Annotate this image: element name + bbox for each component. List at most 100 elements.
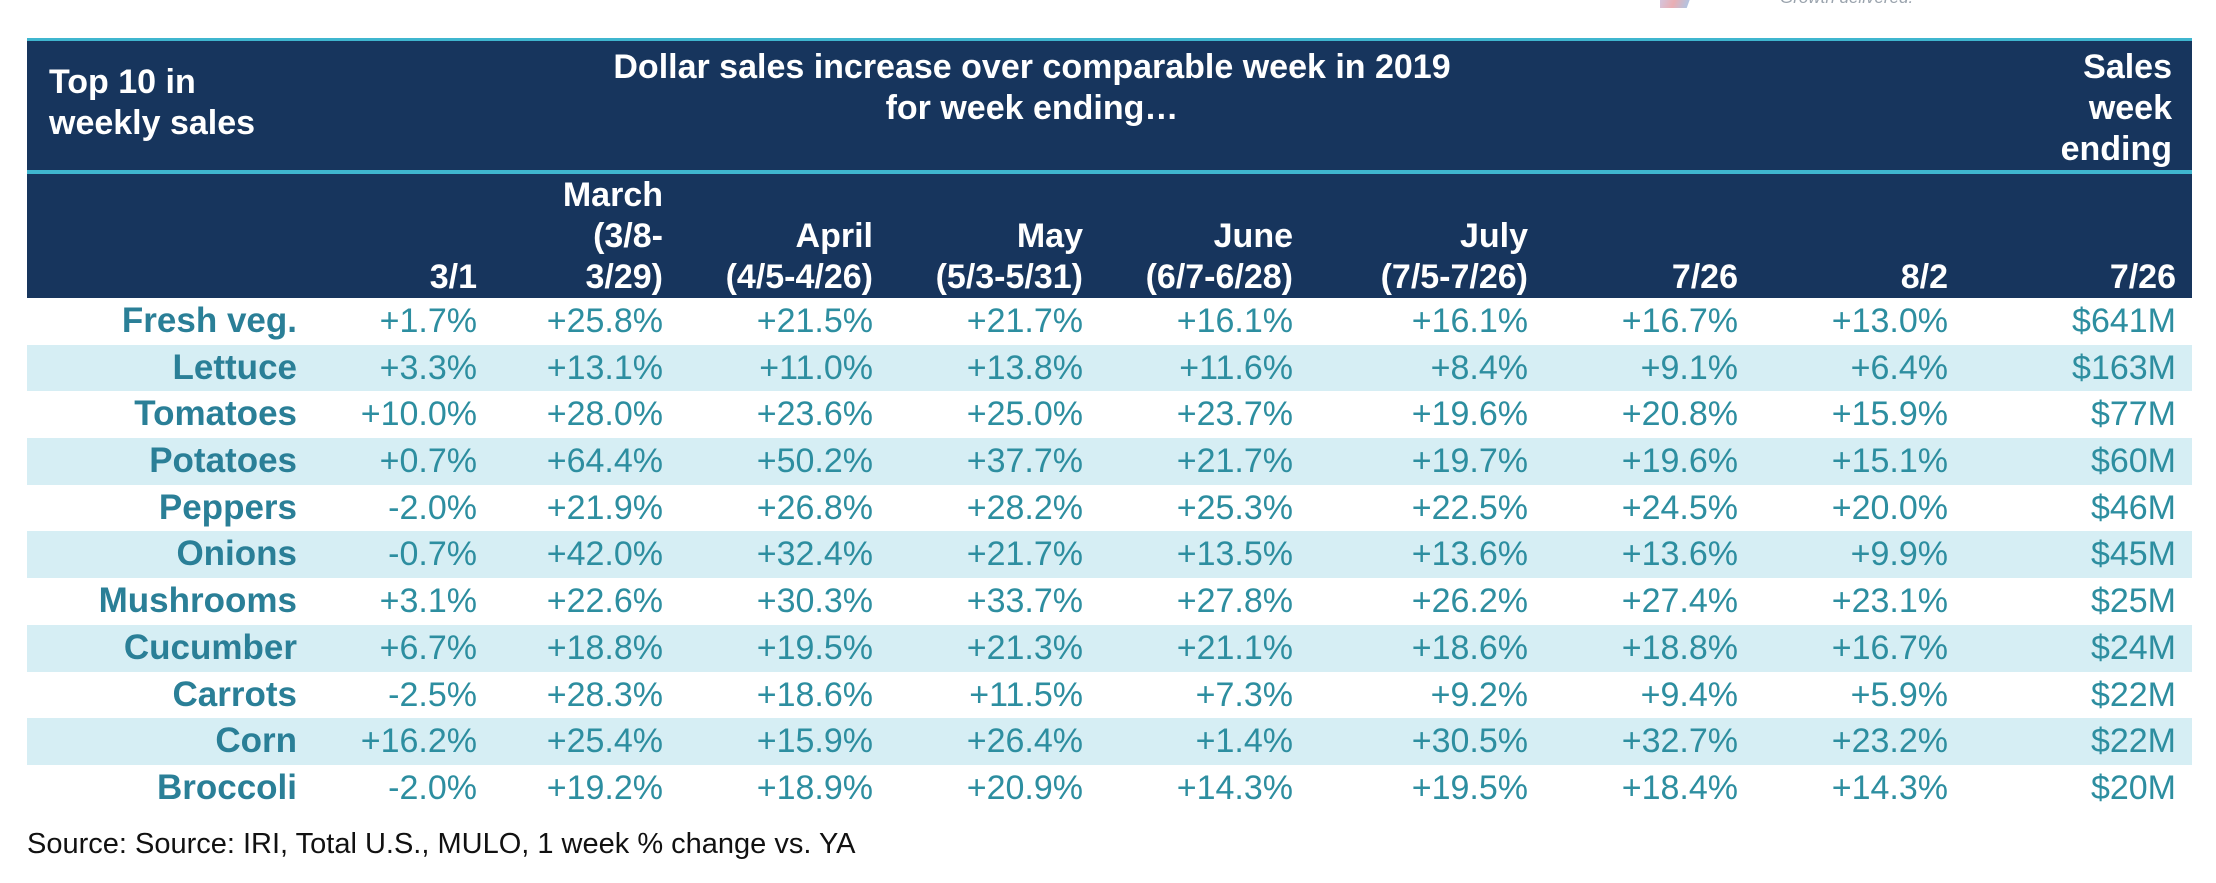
logo-tagline: Growth delivered.: [1780, 0, 1913, 8]
table-cell: +13.5%: [1176, 535, 1293, 574]
table-row: Tomatoes +10.0% +28.0% +23.6% +25.0% +23.7% +1…: [27, 391, 2192, 439]
table-cell: +1.7%: [379, 302, 477, 340]
row-label: Mushrooms: [98, 581, 297, 621]
table-cell: +24.5%: [1621, 488, 1738, 527]
table-cell: +9.9%: [1850, 535, 1948, 574]
top-rule: [27, 38, 2192, 41]
column-header-line: March: [562, 176, 663, 214]
column-header-line: (5/3-5/31): [935, 258, 1083, 296]
column-header-line: April: [795, 217, 873, 255]
header-left-line2: weekly sales: [49, 104, 256, 142]
table-cell: +3.3%: [379, 348, 477, 387]
source-note: Source: Source: IRI, Total U.S., MULO, 1…: [27, 828, 856, 860]
table-cell: +23.2%: [1831, 722, 1948, 761]
table-cell: +18.8%: [546, 628, 663, 667]
row-label: Corn: [215, 721, 297, 761]
column-header-line: 7/26: [2109, 258, 2176, 296]
column-header-line: 8/2: [1900, 258, 1948, 296]
table-cell: +11.5%: [969, 675, 1083, 714]
column-header: March (3/8- 3/29): [563, 175, 663, 298]
table-cell: +16.2%: [360, 722, 477, 761]
table-cell: +32.7%: [1621, 722, 1738, 761]
table-cell: +19.7%: [1411, 442, 1528, 481]
table-cell: +30.5%: [1411, 722, 1528, 761]
table-cell: +1.4%: [1195, 722, 1293, 761]
sales-table: Top 10 in weekly sales Dollar sales incr…: [27, 38, 2192, 812]
table-cell: +19.2%: [546, 768, 663, 807]
table-cell: +50.2%: [756, 442, 873, 481]
table-cell: -2.5%: [388, 675, 477, 714]
table-cell: +13.6%: [1411, 535, 1528, 574]
table-cell: +15.1%: [1831, 442, 1948, 481]
table-cell: +25.0%: [966, 395, 1083, 434]
table-cell: +64.4%: [546, 442, 663, 481]
table-row: Onions -0.7% +42.0% +32.4% +21.7% +13.5% +13.6…: [27, 531, 2192, 579]
table-cell: +21.7%: [966, 302, 1083, 340]
table-cell: +11.6%: [1179, 348, 1293, 387]
table-cell: +18.6%: [1411, 628, 1528, 667]
table-cell: +19.5%: [756, 628, 873, 667]
table-cell: +20.9%: [966, 768, 1083, 807]
column-header-line: May: [1016, 217, 1083, 255]
table-cell: +5.9%: [1850, 675, 1948, 714]
column-header: June (6/7-6/28): [1146, 216, 1293, 298]
column-header-line: (7/5-7/26): [1380, 258, 1528, 296]
table-cell: +25.8%: [546, 302, 663, 340]
table-cell: +26.4%: [966, 722, 1083, 761]
table-cell: +16.7%: [1831, 628, 1948, 667]
table-cell: $77M: [2090, 395, 2176, 434]
table-cell: +15.9%: [756, 722, 873, 761]
table-cell: +13.0%: [1831, 302, 1948, 340]
column-header: 8/2: [1901, 257, 1948, 298]
table-body: Fresh veg. +1.7% +25.8% +21.5% +21.7% +16.1% +…: [27, 298, 2192, 812]
table-cell: +9.4%: [1640, 675, 1738, 714]
column-header-line: (3/8-: [593, 217, 663, 255]
table-cell: +26.2%: [1411, 582, 1528, 621]
column-header: 3/1: [430, 257, 477, 298]
row-label: Carrots: [172, 674, 297, 714]
table-cell: +16.7%: [1621, 302, 1738, 340]
header-right-line1: Sales: [2083, 48, 2172, 86]
table-cell: +28.2%: [966, 488, 1083, 527]
table-cell: $46M: [2090, 488, 2176, 527]
table-cell: +19.6%: [1411, 395, 1528, 434]
table-cell: +23.7%: [1176, 395, 1293, 434]
table-cell: +26.8%: [756, 488, 873, 527]
header-left: Top 10 in weekly sales: [49, 62, 255, 144]
column-header-line: 3/29): [585, 258, 664, 296]
table-cell: +20.0%: [1831, 488, 1948, 527]
table-header-top: Top 10 in weekly sales Dollar sales incr…: [27, 41, 2192, 170]
table-cell: $641M: [2072, 302, 2176, 340]
table-cell: +33.7%: [966, 582, 1083, 621]
table-cell: +16.1%: [1176, 302, 1293, 340]
column-header: 7/26: [1672, 257, 1738, 298]
column-headers: 3/1 March (3/8- 3/29) April (4/5-4/26) May (5/3…: [27, 174, 2192, 298]
table-cell: +11.0%: [759, 348, 873, 387]
row-label: Fresh veg.: [121, 301, 297, 340]
row-label: Peppers: [158, 487, 297, 527]
table-cell: $45M: [2090, 535, 2176, 574]
table-cell: $24M: [2090, 628, 2176, 667]
table-cell: $163M: [2072, 348, 2176, 387]
table-cell: +21.7%: [1176, 442, 1293, 481]
logo-mark-icon: [1660, 0, 1694, 8]
column-header-line: June: [1213, 217, 1293, 255]
table-row: Mushrooms +3.1% +22.6% +30.3% +33.7% +27.8% +2…: [27, 578, 2192, 625]
table-row: Lettuce +3.3% +13.1% +11.0% +13.8% +11.6% +8.4…: [27, 344, 2192, 392]
table-cell: $22M: [2090, 722, 2176, 761]
table-cell: $25M: [2090, 582, 2176, 621]
table-cell: -2.0%: [388, 768, 477, 807]
header-center: Dollar sales increase over comparable we…: [487, 47, 1577, 129]
row-label: Cucumber: [123, 627, 297, 667]
table-cell: $22M: [2090, 675, 2176, 714]
table-cell: +42.0%: [546, 535, 663, 574]
table-cell: +21.3%: [966, 628, 1083, 667]
row-label: Lettuce: [172, 347, 297, 387]
table-cell: +30.3%: [756, 582, 873, 621]
table-cell: +27.4%: [1621, 582, 1738, 621]
table-cell: +9.2%: [1430, 675, 1528, 714]
table-row: Carrots -2.5% +28.3% +18.6% +11.5% +7.3% +9.2%…: [27, 671, 2192, 719]
header-center-line1: Dollar sales increase over comparable we…: [613, 48, 1451, 86]
table-cell: +14.3%: [1831, 768, 1948, 807]
table-cell: -2.0%: [388, 488, 477, 527]
